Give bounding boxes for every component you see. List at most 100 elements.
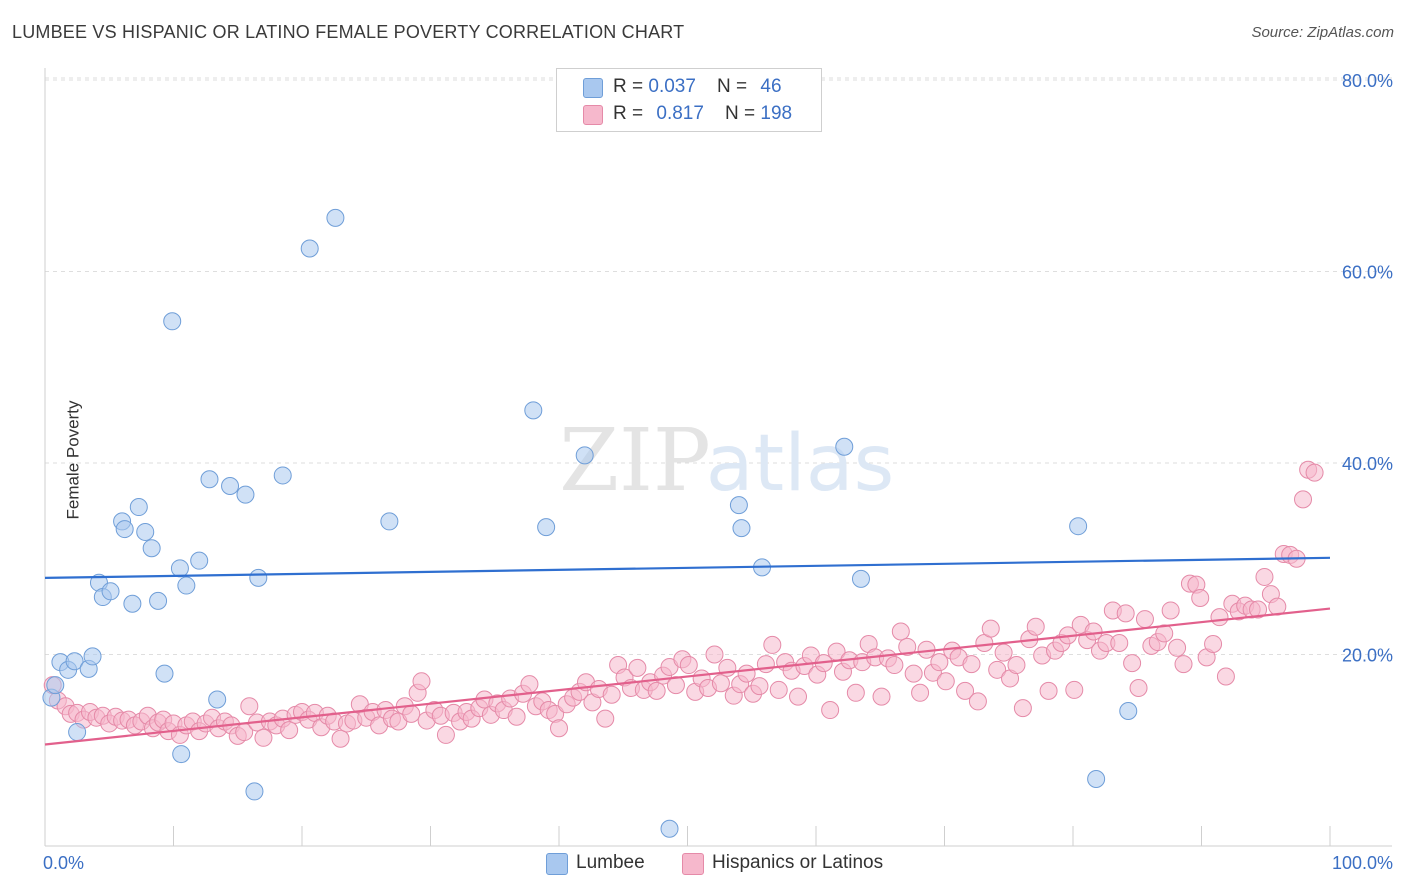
- y-tick-label: 40.0%: [1342, 454, 1393, 474]
- lumbee-point: [200, 470, 219, 489]
- legend-swatch-hispanic: [583, 105, 603, 125]
- lumbee-point: [245, 782, 264, 801]
- lumbee-point: [1069, 517, 1088, 536]
- hispanic-point: [846, 683, 865, 702]
- y-tick-label: 20.0%: [1342, 646, 1393, 666]
- hispanic-point: [1026, 617, 1045, 636]
- lumbee-point: [123, 594, 142, 613]
- lumbee-point: [380, 512, 399, 531]
- hispanic-point: [1110, 634, 1129, 653]
- lumbee-point: [1119, 701, 1138, 720]
- hispanic-point: [1161, 601, 1180, 620]
- legend-n-value-lumbee: 46: [760, 76, 782, 97]
- legend-n-label: N =: [725, 103, 761, 124]
- hispanic-point: [904, 664, 923, 683]
- lumbee-point: [660, 819, 679, 838]
- legend-r-value-lumbee: 0.037: [648, 76, 696, 97]
- hispanic-point: [968, 692, 987, 711]
- hispanic-point: [280, 721, 299, 740]
- hispanic-point: [962, 655, 981, 674]
- trend-lines: [44, 556, 1331, 746]
- y-axis-label-wrap: Female Poverty: [64, 400, 84, 519]
- legend-n-label: N =: [717, 76, 753, 97]
- source-label: Source: ZipAtlas.com: [1251, 24, 1394, 41]
- hispanic-point: [628, 658, 647, 677]
- lumbee-point: [170, 559, 189, 578]
- legend-r-label: R =: [613, 103, 649, 124]
- lumbee-point: [273, 466, 292, 485]
- hispanic-point: [1116, 604, 1135, 623]
- hispanic-point: [705, 645, 724, 664]
- y-tick-label: 60.0%: [1342, 263, 1393, 283]
- lumbee-point: [136, 522, 155, 541]
- hispanic-point: [1204, 634, 1223, 653]
- hispanic-point: [911, 683, 930, 702]
- hispanic-point: [936, 672, 955, 691]
- legend-r-value-hispanic: 0.817: [656, 103, 704, 124]
- lumbee-point: [524, 401, 543, 420]
- hispanic-point: [1007, 656, 1026, 675]
- hispanic-point: [1255, 567, 1274, 586]
- lumbee-point: [177, 576, 196, 595]
- hispanic-point: [1155, 624, 1174, 643]
- series-swatch-lumbee: [546, 853, 568, 875]
- lumbee-point: [83, 647, 102, 666]
- hispanic-point: [821, 701, 840, 720]
- lumbee-point: [249, 568, 268, 587]
- hispanic-point: [737, 664, 756, 683]
- tick-labels: 20.0% 40.0% 60.0% 80.0% 0.0% 100.0%: [43, 71, 1393, 873]
- series-label-lumbee: Lumbee: [576, 852, 645, 873]
- hispanic-point: [1216, 667, 1235, 686]
- hispanic-point: [756, 655, 775, 674]
- series-label-hispanic: Hispanics or Latinos: [712, 852, 884, 873]
- hispanic-point: [1129, 679, 1148, 698]
- watermark: ZIP atlas: [559, 411, 894, 511]
- lumbee-point: [732, 519, 751, 538]
- hispanic-point: [1210, 608, 1229, 627]
- hispanic-point: [1305, 463, 1324, 482]
- hispanic-point: [956, 681, 975, 700]
- legend-n-value-hispanic: 198: [760, 103, 793, 124]
- lumbee-point: [190, 551, 209, 570]
- hispanic-point: [994, 643, 1013, 662]
- lumbee-point: [221, 476, 240, 495]
- lumbee-point: [851, 569, 870, 588]
- hispanic-point: [885, 656, 904, 675]
- hispanic-point: [596, 709, 615, 728]
- hispanic-point: [1123, 654, 1142, 673]
- x-tick-label-max: 100.0%: [1332, 853, 1393, 873]
- lumbee-point: [537, 518, 556, 537]
- data-points: [42, 208, 1324, 838]
- correlation-legend: R = 0.037 N = 46 R = 0.817 N = 198: [556, 68, 822, 132]
- lumbee-point: [172, 745, 191, 764]
- hispanic-point: [679, 656, 698, 675]
- lumbee-point: [835, 437, 854, 456]
- hispanic-point: [550, 719, 568, 738]
- lumbee-point: [142, 539, 161, 558]
- hispanic-point: [789, 687, 808, 706]
- hispanic-point: [1135, 610, 1154, 629]
- hispanic-point: [1039, 681, 1058, 700]
- series-swatch-hispanic: [682, 853, 704, 875]
- lumbee-point: [208, 690, 227, 709]
- hispanic-point: [1294, 490, 1313, 509]
- lumbee-point: [101, 582, 120, 601]
- hispanic-point: [1168, 638, 1187, 657]
- hispanic-point: [711, 674, 730, 693]
- series-legend: Lumbee Hispanics or Latinos: [0, 852, 1406, 878]
- x-tick-label-min: 0.0%: [43, 853, 84, 873]
- lumbee-point: [65, 652, 84, 671]
- lumbee-point: [326, 208, 345, 227]
- axes: [44, 68, 1392, 847]
- hispanic-point: [1191, 589, 1210, 608]
- lumbee-trend-line: [44, 556, 1331, 579]
- hispanic-point: [412, 672, 431, 691]
- lumbee-point: [575, 446, 594, 465]
- hispanic-point: [1084, 622, 1103, 641]
- lumbee-point: [149, 591, 168, 610]
- hispanic-point: [750, 677, 769, 696]
- chart-title: LUMBEE VS HISPANIC OR LATINO FEMALE POVE…: [12, 22, 685, 42]
- y-axis-label: Female Poverty: [63, 400, 83, 520]
- hispanic-point: [872, 687, 891, 706]
